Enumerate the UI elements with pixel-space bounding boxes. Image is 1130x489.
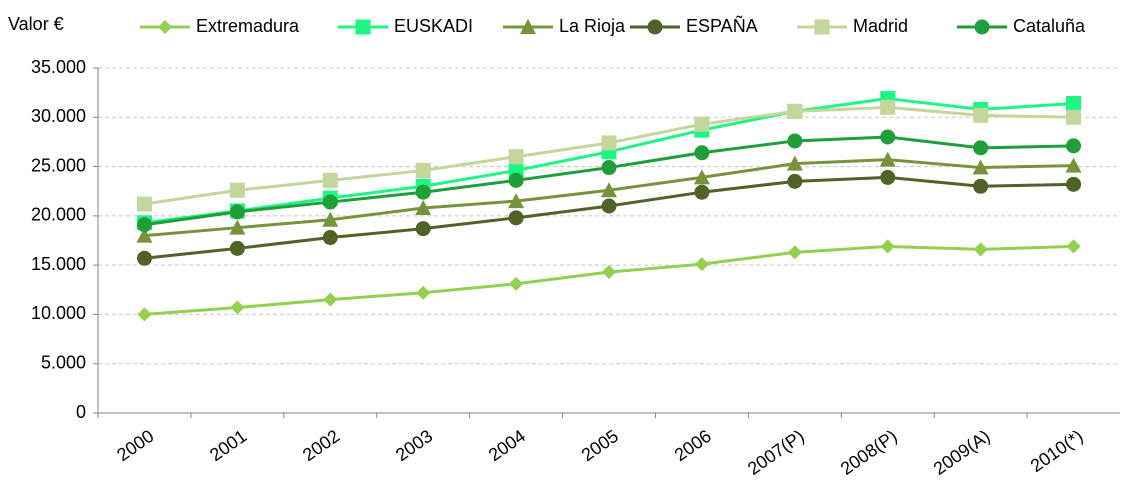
marker — [1066, 109, 1082, 125]
legend-label: La Rioja — [559, 16, 626, 36]
marker — [415, 199, 432, 215]
legend-item: Cataluña — [957, 16, 1086, 36]
marker — [787, 103, 803, 119]
marker — [229, 240, 245, 256]
y-tick-label: 15.000 — [31, 254, 86, 274]
x-tick-label: 2008(P) — [837, 426, 901, 479]
y-tick-label: 25.000 — [31, 155, 86, 175]
x-tick-label: 2006 — [671, 426, 715, 465]
y-tick-label: 30.000 — [31, 106, 86, 126]
legend-item: La Rioja — [503, 16, 626, 36]
x-tick-label: 2002 — [299, 426, 343, 465]
x-tick-label: 2009(A) — [930, 426, 994, 479]
marker — [136, 217, 152, 233]
marker — [415, 163, 431, 179]
marker — [1066, 176, 1082, 192]
legend-marker — [355, 19, 371, 35]
marker — [136, 250, 152, 266]
y-tick-label: 20.000 — [31, 205, 86, 225]
marker — [136, 227, 153, 243]
marker — [880, 99, 896, 115]
marker — [508, 172, 524, 188]
legend-label: Extremadura — [196, 16, 300, 36]
legend-item: Madrid — [797, 16, 908, 36]
marker — [787, 245, 802, 260]
marker — [694, 184, 710, 200]
y-tick-label: 35.000 — [31, 57, 86, 77]
marker — [136, 196, 152, 212]
x-tick-label: 2001 — [206, 426, 250, 465]
marker — [973, 242, 988, 257]
legend-marker — [647, 19, 663, 35]
marker — [1066, 95, 1082, 111]
legend-label: ESPAÑA — [686, 15, 758, 36]
marker — [416, 285, 431, 300]
marker — [323, 292, 338, 307]
legend-marker — [814, 19, 830, 35]
marker — [508, 210, 524, 226]
marker — [1065, 157, 1082, 173]
marker — [229, 219, 246, 235]
marker — [601, 198, 617, 214]
marker — [322, 172, 338, 188]
marker — [787, 133, 803, 149]
legend-marker — [520, 19, 536, 34]
marker — [322, 211, 339, 227]
marker — [415, 221, 431, 237]
x-tick-label: 2004 — [485, 426, 529, 465]
x-tick-label: 2000 — [113, 426, 157, 465]
marker — [601, 135, 617, 151]
marker — [694, 145, 710, 161]
marker — [879, 151, 896, 167]
marker — [508, 149, 524, 165]
marker — [694, 116, 710, 132]
marker — [508, 193, 525, 209]
y-tick-label: 5.000 — [41, 352, 86, 372]
x-tick-label: 2003 — [392, 426, 436, 465]
y-tick-label: 0 — [76, 402, 86, 422]
marker — [973, 107, 989, 123]
marker — [229, 204, 245, 220]
marker — [880, 239, 895, 254]
x-tick-label: 2005 — [578, 426, 622, 465]
series-line — [144, 244, 1074, 316]
marker — [973, 178, 989, 194]
marker — [787, 173, 803, 189]
marker — [322, 230, 338, 246]
x-tick-label: 2007(P) — [744, 426, 808, 479]
legend-item: Extremadura — [140, 16, 300, 36]
marker — [229, 182, 245, 198]
marker — [880, 129, 896, 145]
marker — [601, 160, 617, 176]
marker — [973, 140, 989, 156]
marker — [230, 300, 245, 315]
marker — [601, 182, 617, 198]
legend-label: EUSKADI — [394, 16, 473, 36]
legend-marker — [974, 19, 990, 35]
x-tick-label: 2010(*) — [1027, 426, 1087, 476]
marker — [509, 276, 524, 291]
marker — [602, 265, 616, 280]
marker — [1066, 138, 1082, 154]
marker — [694, 257, 709, 272]
marker — [1066, 239, 1081, 254]
y-tick-label: 10.000 — [31, 303, 86, 323]
marker — [693, 169, 710, 185]
legend-item: ESPAÑA — [630, 15, 758, 36]
marker — [137, 307, 152, 322]
marker — [415, 184, 431, 200]
y-axis-label: Valor € — [8, 14, 64, 34]
legend-label: Cataluña — [1013, 16, 1086, 36]
legend-item: EUSKADI — [338, 16, 473, 36]
marker — [322, 194, 338, 210]
marker — [880, 169, 896, 185]
legend-label: Madrid — [853, 16, 908, 36]
marker — [786, 155, 803, 171]
legend-marker — [158, 20, 172, 34]
marker — [972, 159, 989, 175]
